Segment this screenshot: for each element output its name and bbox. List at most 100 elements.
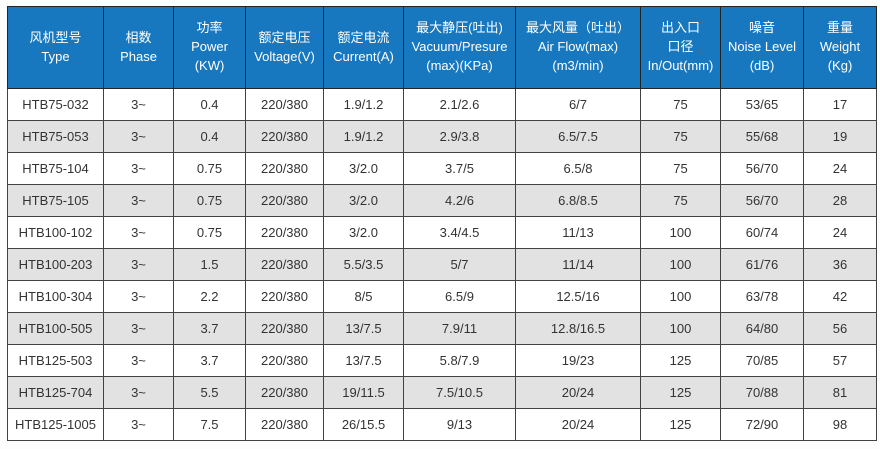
table-cell: HTB75-053 [7, 120, 104, 153]
table-cell: 42 [803, 280, 877, 313]
table-cell: 13/7.5 [323, 344, 404, 377]
table-cell: HTB75-105 [7, 184, 104, 217]
table-cell: 220/380 [245, 216, 324, 249]
table-cell: 220/380 [245, 376, 324, 409]
table-cell: 5/7 [403, 248, 516, 281]
table-cell: 75 [640, 184, 721, 217]
table-cell: 72/90 [720, 408, 804, 441]
table-cell: 57 [803, 344, 877, 377]
table-row: HTB100-505 3~ 3.7 220/380 13/7.5 7.9/11 … [7, 312, 877, 345]
table-cell: 0.75 [173, 184, 246, 217]
table-cell: HTB100-102 [7, 216, 104, 249]
table-cell: 3.4/4.5 [403, 216, 516, 249]
table-cell: 5.5 [173, 376, 246, 409]
table-cell: 100 [640, 280, 721, 313]
table-cell: 220/380 [245, 312, 324, 345]
table-cell: 125 [640, 376, 721, 409]
fan-spec-table: 风机型号 Type 相数 Phase 功率 Power (KW) 额定电压 Vo… [7, 6, 877, 441]
column-header-weight: 重量 Weight (Kg) [803, 6, 877, 89]
table-cell: HTB125-1005 [7, 408, 104, 441]
table-cell: 3.7/5 [403, 152, 516, 185]
column-header-airflow: 最大风量（吐出） Air Flow(max) (m3/min) [515, 6, 641, 89]
table-row: HTB75-032 3~ 0.4 220/380 1.9/1.2 2.1/2.6… [7, 88, 877, 121]
table-cell: 36 [803, 248, 877, 281]
column-header-phase: 相数 Phase [103, 6, 174, 89]
column-header-voltage: 额定电压 Voltage(V) [245, 6, 324, 89]
column-header-vacuum: 最大静压(吐出) Vacuum/Presure (max)(KPa) [403, 6, 516, 89]
table-cell: 3~ [103, 152, 174, 185]
table-cell: 26/15.5 [323, 408, 404, 441]
table-cell: 11/13 [515, 216, 641, 249]
table-cell: 0.4 [173, 88, 246, 121]
table-cell: 3~ [103, 408, 174, 441]
table-cell: 3~ [103, 120, 174, 153]
column-header-inout: 出入口 口径 In/Out(mm) [640, 6, 721, 89]
column-header-noise: 噪音 Noise Level (dB) [720, 6, 804, 89]
table-cell: 24 [803, 216, 877, 249]
table-cell: 3/2.0 [323, 152, 404, 185]
table-cell: 63/78 [720, 280, 804, 313]
table-row: HTB100-102 3~ 0.75 220/380 3/2.0 3.4/4.5… [7, 216, 877, 249]
table-row: HTB125-503 3~ 3.7 220/380 13/7.5 5.8/7.9… [7, 344, 877, 377]
table-cell: HTB125-704 [7, 376, 104, 409]
table-row: HTB125-704 3~ 5.5 220/380 19/11.5 7.5/10… [7, 376, 877, 409]
table-cell: 220/380 [245, 152, 324, 185]
table-cell: 7.5 [173, 408, 246, 441]
table-cell: 9/13 [403, 408, 516, 441]
table-cell: 220/380 [245, 344, 324, 377]
table-cell: 220/380 [245, 120, 324, 153]
table-cell: 6/7 [515, 88, 641, 121]
table-cell: 7.5/10.5 [403, 376, 516, 409]
table-cell: 2.1/2.6 [403, 88, 516, 121]
table-cell: 11/14 [515, 248, 641, 281]
table-cell: 2.9/3.8 [403, 120, 516, 153]
table-cell: 4.2/6 [403, 184, 516, 217]
table-row: HTB75-105 3~ 0.75 220/380 3/2.0 4.2/6 6.… [7, 184, 877, 217]
table-cell: 6.5/8 [515, 152, 641, 185]
table-cell: 220/380 [245, 280, 324, 313]
table-header-row: 风机型号 Type 相数 Phase 功率 Power (KW) 额定电压 Vo… [7, 6, 877, 89]
table-cell: HTB125-503 [7, 344, 104, 377]
table-cell: 75 [640, 152, 721, 185]
table-cell: 100 [640, 312, 721, 345]
table-cell: 0.75 [173, 216, 246, 249]
table-cell: 19 [803, 120, 877, 153]
table-cell: 20/24 [515, 376, 641, 409]
table-cell: 6.5/7.5 [515, 120, 641, 153]
table-row: HTB75-053 3~ 0.4 220/380 1.9/1.2 2.9/3.8… [7, 120, 877, 153]
table-cell: 3~ [103, 248, 174, 281]
table-cell: 75 [640, 88, 721, 121]
table-cell: HTB100-304 [7, 280, 104, 313]
table-cell: 5.8/7.9 [403, 344, 516, 377]
table-cell: HTB100-505 [7, 312, 104, 345]
table-cell: 220/380 [245, 184, 324, 217]
table-cell: 3/2.0 [323, 216, 404, 249]
table-cell: 53/65 [720, 88, 804, 121]
table-cell: 125 [640, 408, 721, 441]
table-cell: 3~ [103, 376, 174, 409]
table-cell: 3/2.0 [323, 184, 404, 217]
table-cell: 20/24 [515, 408, 641, 441]
table-row: HTB75-104 3~ 0.75 220/380 3/2.0 3.7/5 6.… [7, 152, 877, 185]
table-cell: HTB100-203 [7, 248, 104, 281]
table-cell: 6.8/8.5 [515, 184, 641, 217]
table-cell: 220/380 [245, 88, 324, 121]
table-cell: 220/380 [245, 248, 324, 281]
table-cell: HTB75-104 [7, 152, 104, 185]
table-cell: 0.75 [173, 152, 246, 185]
table-cell: 8/5 [323, 280, 404, 313]
table-cell: 60/74 [720, 216, 804, 249]
table-cell: 19/23 [515, 344, 641, 377]
table-cell: 3~ [103, 216, 174, 249]
table-cell: 1.9/1.2 [323, 120, 404, 153]
table-cell: 2.2 [173, 280, 246, 313]
table-cell: 220/380 [245, 408, 324, 441]
table-cell: 61/76 [720, 248, 804, 281]
table-cell: 81 [803, 376, 877, 409]
table-cell: 100 [640, 216, 721, 249]
table-row: HTB100-304 3~ 2.2 220/380 8/5 6.5/9 12.5… [7, 280, 877, 313]
table-cell: 28 [803, 184, 877, 217]
table-cell: 1.9/1.2 [323, 88, 404, 121]
table-cell: 98 [803, 408, 877, 441]
